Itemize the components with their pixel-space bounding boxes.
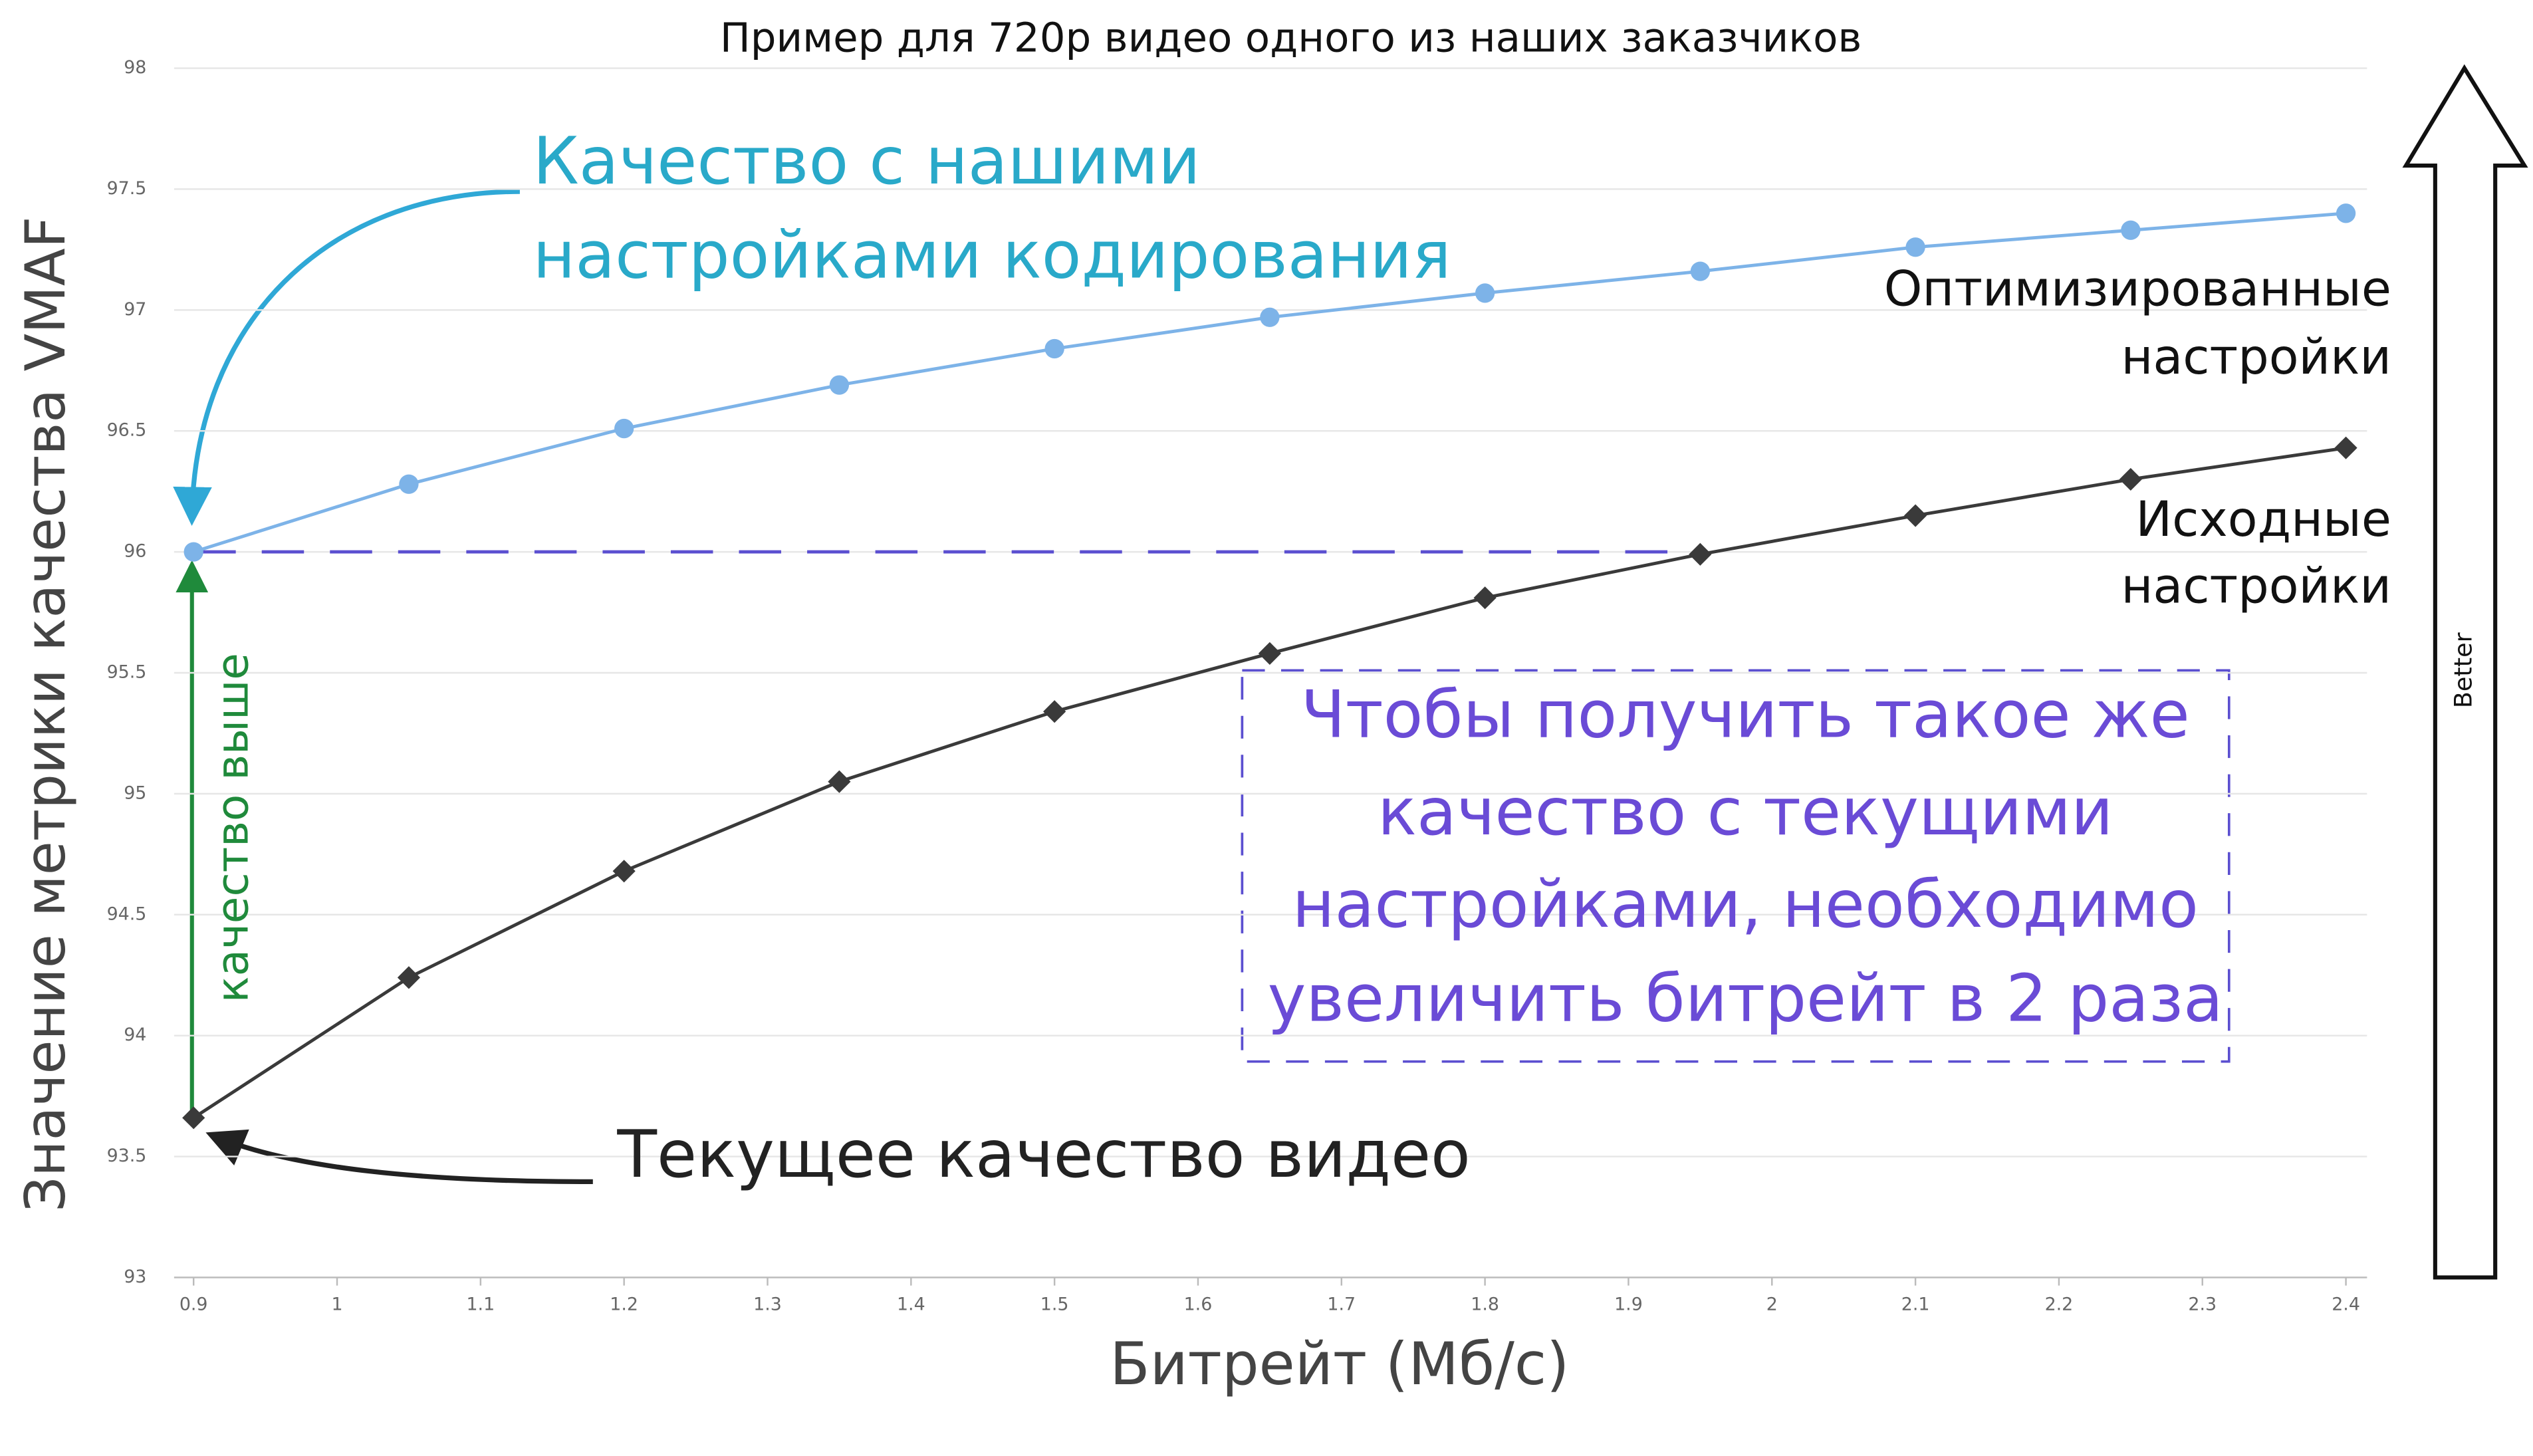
legend-label: Исходные xyxy=(2135,491,2391,548)
point xyxy=(2121,220,2141,240)
legend-label: Оптимизированные xyxy=(1884,261,2391,317)
y-tick-label: 94.5 xyxy=(107,904,147,924)
point xyxy=(1043,700,1066,723)
x-tick-label: 1 xyxy=(331,1294,342,1314)
point xyxy=(2119,467,2142,491)
y-tick-label: 96.5 xyxy=(107,420,147,441)
point xyxy=(1473,586,1497,610)
x-tick-label: 2.3 xyxy=(2188,1294,2217,1314)
point xyxy=(1044,338,1064,359)
point xyxy=(1258,642,1281,665)
y-tick-label: 96 xyxy=(124,541,146,562)
y-tick-label: 95.5 xyxy=(107,662,147,682)
annotation: увеличить битрейт в 2 раза xyxy=(1268,961,2223,1037)
point xyxy=(1689,543,1712,566)
annotation: качество с текущими xyxy=(1378,775,2113,850)
arrow xyxy=(205,1129,593,1185)
x-tick-label: 1.5 xyxy=(1040,1294,1069,1314)
x-tick-label: 2.1 xyxy=(1901,1294,1930,1314)
x-tick-label: 1.4 xyxy=(897,1294,925,1314)
point xyxy=(182,1106,205,1130)
arrow xyxy=(173,189,520,527)
point xyxy=(1260,307,1280,327)
annotation: Better xyxy=(2449,632,2477,708)
x-tick-label: 1.2 xyxy=(610,1294,638,1314)
x-tick-label: 2 xyxy=(1766,1294,1778,1314)
y-tick-label: 98 xyxy=(124,57,146,78)
annotation: Качество с нашими xyxy=(533,124,1200,199)
y-tick-label: 97.5 xyxy=(107,178,147,199)
x-axis-title: Битрейт (Мб/с) xyxy=(1110,1330,1569,1398)
annotation-box xyxy=(1241,669,2231,1063)
point xyxy=(399,474,419,494)
y-tick-label: 97 xyxy=(124,299,146,320)
annotation: Текущее качество видео xyxy=(616,1117,1470,1193)
x-tick-label: 1.6 xyxy=(1184,1294,1213,1314)
point xyxy=(1905,237,1925,257)
annotation: настройками, необходимо xyxy=(1292,867,2199,943)
x-tick-label: 0.9 xyxy=(180,1294,208,1314)
y-tick-label: 95 xyxy=(124,783,146,803)
y-tick-label: 93 xyxy=(124,1267,146,1287)
x-tick-label: 1.1 xyxy=(466,1294,495,1314)
point xyxy=(1904,504,1927,527)
legend-label: настройки xyxy=(2121,558,2391,614)
y-tick-label: 93.5 xyxy=(107,1146,147,1166)
x-tick-label: 1.9 xyxy=(1614,1294,1643,1314)
legend-label: настройки xyxy=(2121,329,2391,386)
y-tick-label: 94 xyxy=(124,1025,146,1045)
point xyxy=(2334,436,2357,459)
annotation: настройками кодирования xyxy=(533,217,1451,293)
point xyxy=(612,860,636,883)
point xyxy=(1690,261,1711,281)
x-tick-label: 1.7 xyxy=(1327,1294,1356,1314)
better-arrow xyxy=(2402,64,2528,1280)
point xyxy=(829,375,850,395)
point xyxy=(397,966,421,989)
x-tick-label: 1.3 xyxy=(753,1294,782,1314)
y-axis-title: Значение метрики качества VMAF xyxy=(13,217,78,1212)
annotation: качество выше xyxy=(207,653,259,1003)
point xyxy=(1475,283,1495,303)
point xyxy=(2336,203,2356,223)
x-tick-label: 1.8 xyxy=(1471,1294,1499,1314)
annotation: Чтобы получить такое же xyxy=(1301,677,2190,753)
point xyxy=(614,418,634,439)
x-tick-label: 2.2 xyxy=(2045,1294,2074,1314)
chart-title: Пример для 720p видео одного из наших за… xyxy=(720,15,1862,62)
point xyxy=(828,770,851,793)
point xyxy=(183,542,203,562)
x-tick-label: 2.4 xyxy=(2332,1294,2360,1314)
